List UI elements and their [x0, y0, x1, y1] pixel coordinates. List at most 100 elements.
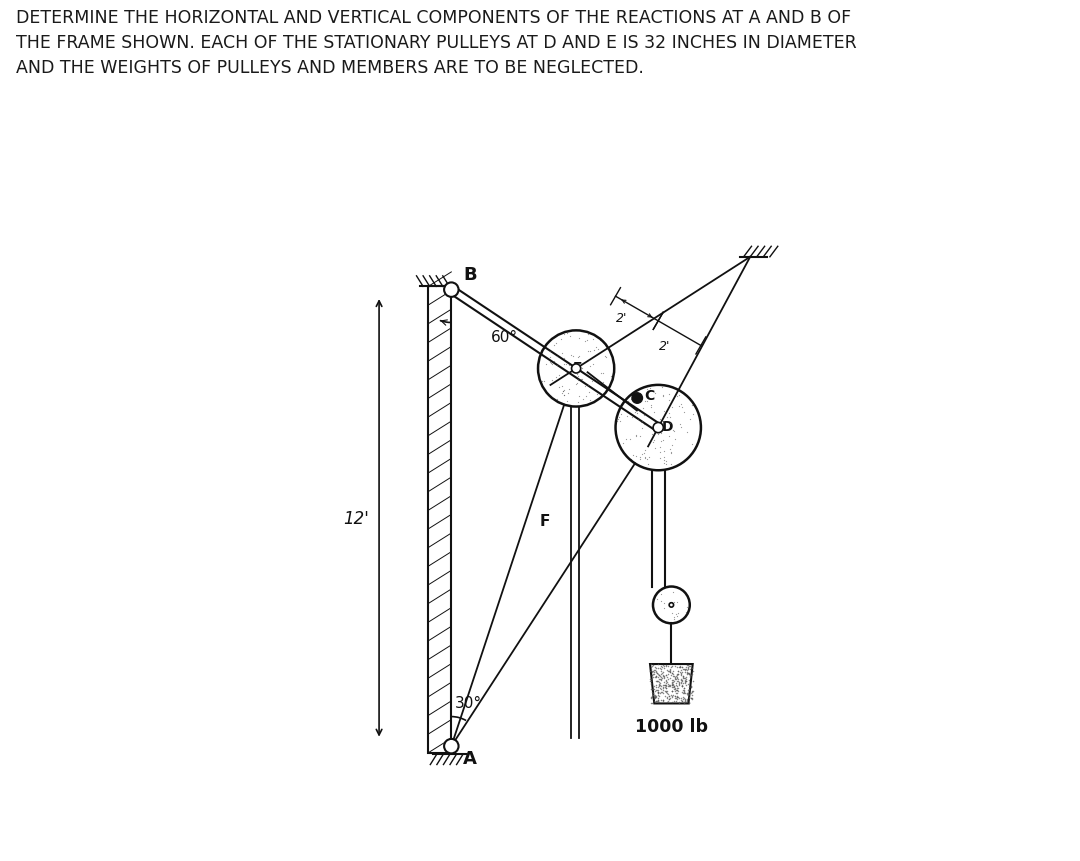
Point	[665, 678, 683, 692]
Point	[661, 692, 678, 706]
Point	[646, 695, 663, 709]
Point	[648, 666, 665, 680]
Point	[649, 694, 666, 708]
Point	[678, 659, 696, 672]
Point	[647, 670, 664, 684]
Point	[650, 678, 667, 691]
Point	[569, 374, 586, 387]
Point	[663, 684, 680, 698]
Point	[654, 669, 672, 683]
Point	[675, 455, 692, 468]
Point	[644, 664, 661, 678]
Circle shape	[444, 739, 459, 753]
Point	[675, 686, 692, 700]
Point	[652, 671, 670, 684]
Point	[658, 676, 675, 690]
Point	[642, 674, 659, 688]
Text: D: D	[662, 420, 673, 434]
Point	[671, 660, 688, 674]
Point	[677, 589, 694, 603]
Point	[654, 670, 672, 684]
Point	[648, 592, 665, 606]
Point	[669, 681, 686, 695]
Point	[666, 682, 684, 696]
Point	[662, 410, 679, 424]
Point	[680, 696, 698, 709]
Point	[676, 665, 693, 678]
Point	[573, 362, 591, 375]
Point	[659, 687, 676, 701]
Point	[669, 668, 686, 682]
Point	[647, 689, 664, 703]
Point	[654, 658, 672, 672]
Point	[578, 389, 595, 403]
Point	[676, 663, 693, 677]
Point	[667, 671, 685, 684]
Point	[643, 672, 660, 686]
Point	[676, 694, 693, 708]
Point	[581, 394, 598, 408]
Point	[665, 680, 683, 694]
Point	[660, 689, 677, 703]
Point	[643, 697, 660, 710]
Point	[675, 691, 692, 705]
Point	[553, 387, 570, 400]
Point	[643, 678, 660, 691]
Point	[665, 424, 683, 438]
Point	[678, 601, 696, 615]
Point	[652, 594, 670, 608]
Point	[679, 686, 697, 700]
Point	[662, 446, 679, 460]
Point	[623, 393, 640, 407]
Point	[674, 678, 691, 692]
Point	[675, 406, 692, 419]
Point	[648, 665, 665, 678]
Point	[652, 435, 670, 449]
Point	[658, 691, 675, 704]
Point	[683, 680, 700, 694]
Point	[643, 691, 660, 705]
Point	[671, 691, 688, 705]
Point	[674, 670, 691, 684]
Point	[681, 660, 699, 673]
Point	[670, 664, 687, 678]
Point	[648, 690, 665, 703]
Point	[649, 685, 666, 699]
Point	[660, 679, 677, 693]
Point	[652, 672, 670, 686]
Point	[654, 681, 672, 695]
Text: 60°: 60°	[490, 330, 518, 344]
Point	[644, 668, 661, 682]
Point	[645, 686, 662, 700]
Text: DETERMINE THE HORIZONTAL AND VERTICAL COMPONENTS OF THE REACTIONS AT A AND B OF
: DETERMINE THE HORIZONTAL AND VERTICAL CO…	[16, 9, 856, 77]
Point	[683, 669, 700, 683]
Point	[684, 684, 701, 698]
Point	[657, 678, 674, 692]
Point	[667, 669, 685, 683]
Point	[551, 369, 568, 382]
Point	[652, 445, 670, 459]
Text: A: A	[463, 750, 477, 767]
Point	[661, 678, 678, 692]
Point	[654, 683, 672, 697]
Point	[671, 677, 688, 691]
Point	[672, 418, 689, 432]
Point	[679, 692, 697, 706]
Point	[645, 679, 662, 693]
Point	[677, 675, 694, 689]
Point	[680, 674, 698, 688]
Point	[643, 660, 660, 673]
Point	[542, 356, 559, 369]
Point	[666, 684, 684, 698]
Point	[664, 669, 681, 683]
Point	[644, 665, 661, 678]
Point	[661, 662, 678, 676]
Point	[634, 414, 651, 428]
Point	[663, 666, 680, 680]
Point	[658, 681, 675, 695]
Point	[677, 686, 694, 700]
Point	[644, 685, 661, 699]
Point	[561, 330, 578, 344]
Point	[656, 678, 673, 692]
Point	[644, 691, 661, 704]
